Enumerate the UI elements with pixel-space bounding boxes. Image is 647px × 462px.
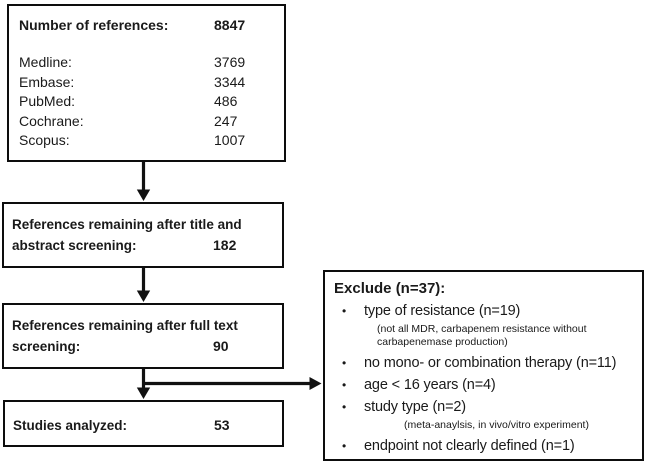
exclude-item-note: (meta-anaylsis, in vivo/vitro experiment…: [404, 419, 589, 431]
source-value: 3769: [214, 54, 246, 70]
arrow-refs-to-title-abstract: [136, 160, 151, 201]
bullet-icon: •: [342, 304, 347, 318]
source-value: 247: [214, 112, 238, 129]
source-row-pubmed: PubMed: 486: [19, 92, 274, 112]
source-row-medline: Medline: 3769: [19, 53, 274, 73]
source-row-cochrane: Cochrane: 247: [19, 112, 274, 132]
source-value: 486: [214, 93, 238, 109]
exclude-item-endpoint: • endpoint not clearly defined (n=1): [334, 435, 636, 457]
box-fulltext-screening: References remaining after full text scr…: [2, 303, 284, 369]
source-label: PubMed:: [19, 93, 76, 109]
source-label: Cochrane:: [19, 112, 84, 129]
box-title-abstract-screening: References remaining after title and abs…: [2, 202, 284, 268]
source-label: Embase:: [19, 73, 75, 90]
exclude-title: Exclude (n=37):: [334, 280, 446, 297]
arrow-fulltext-to-analyzed: [136, 367, 151, 399]
exclude-item-text: no mono- or combination therapy (n=11): [364, 355, 617, 371]
source-label: Scopus:: [19, 132, 70, 148]
box-studies-analyzed: Studies analyzed: 53: [3, 400, 284, 447]
source-row-embase: Embase: 3344: [19, 73, 274, 93]
references-title-row: Number of references: 8847: [19, 15, 274, 35]
references-title: Number of references:: [19, 17, 169, 33]
spacer: [19, 35, 274, 53]
fulltext-label: References remaining after full text scr…: [12, 318, 238, 354]
source-label: Medline:: [19, 54, 72, 70]
exclude-item-text: study type (n=2): [364, 399, 466, 415]
references-total: 8847: [214, 17, 246, 33]
source-value: 3344: [214, 73, 246, 90]
arrow-title-abstract-to-fulltext: [136, 266, 151, 302]
exclude-item-age: • age < 16 years (n=4): [334, 374, 636, 396]
bullet-icon: •: [342, 439, 347, 453]
bullet-icon: •: [342, 400, 347, 414]
bullet-icon: •: [342, 378, 347, 392]
box-number-of-references: Number of references: 8847 Medline: 3769…: [7, 4, 286, 162]
fulltext-value: 90: [213, 338, 229, 354]
exclude-item-text: endpoint not clearly defined (n=1): [364, 438, 575, 454]
title-abstract-value: 182: [213, 237, 237, 253]
exclude-item-study-type: • study type (n=2) (meta-anaylsis, in vi…: [334, 396, 636, 432]
exclude-item-note: (not all MDR, carbapenem resistance with…: [377, 323, 587, 348]
title-abstract-label: References remaining after title and abs…: [12, 217, 242, 253]
exclude-item-resistance: • type of resistance (n=19) (not all MDR…: [334, 300, 636, 349]
arrow-branch-to-exclude: [142, 377, 322, 390]
analyzed-label: Studies analyzed:: [13, 418, 128, 433]
box-exclude: Exclude (n=37): • type of resistance (n=…: [323, 270, 644, 461]
exclude-item-text: type of resistance (n=19): [364, 303, 521, 319]
exclude-item-text: age < 16 years (n=4): [364, 377, 496, 393]
analyzed-value: 53: [214, 417, 230, 433]
source-value: 1007: [214, 132, 246, 148]
exclude-item-therapy: • no mono- or combination therapy (n=11): [334, 352, 636, 374]
bullet-icon: •: [342, 356, 347, 370]
source-row-scopus: Scopus: 1007: [19, 131, 274, 151]
